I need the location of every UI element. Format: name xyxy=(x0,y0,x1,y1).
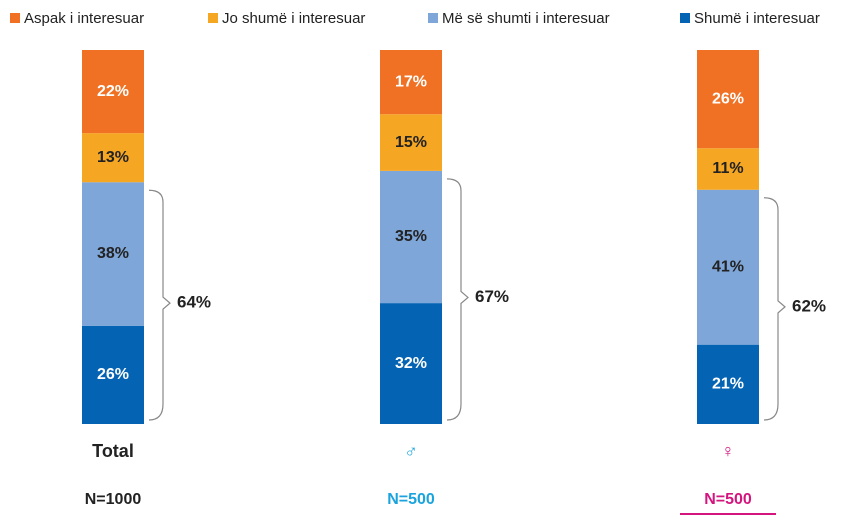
sample-size: N=500 xyxy=(704,491,752,508)
value-label: 15% xyxy=(395,134,427,151)
sample-size: N=500 xyxy=(387,491,435,508)
bar-segment xyxy=(380,50,442,115)
bar-segment xyxy=(380,170,442,304)
legend-swatch xyxy=(680,13,690,23)
category-label: Total xyxy=(92,441,134,461)
bar-segment xyxy=(697,148,759,190)
bracket xyxy=(763,197,786,421)
value-label: 41% xyxy=(712,258,744,275)
bracket xyxy=(148,189,171,421)
bar-segment xyxy=(697,189,759,345)
value-label: 35% xyxy=(395,228,427,245)
value-label: 32% xyxy=(395,355,427,372)
legend-label: Shumë i interesuar xyxy=(694,10,820,27)
category-label: ♀ xyxy=(721,441,735,461)
legend-label: Aspak i interesuar xyxy=(24,10,144,27)
value-label: 13% xyxy=(97,149,129,166)
bar-segment xyxy=(82,133,144,183)
bar-segment xyxy=(697,344,759,424)
bar-segment xyxy=(380,114,442,171)
sample-size: N=1000 xyxy=(85,491,142,508)
legend-label: Më së shumti i interesuar xyxy=(442,10,610,27)
legend-swatch xyxy=(428,13,438,23)
bracket-label: 67% xyxy=(475,287,509,306)
value-label: 26% xyxy=(97,366,129,383)
bar-segment xyxy=(82,182,144,326)
value-label: 17% xyxy=(395,73,427,90)
category-label: ♂ xyxy=(404,441,418,461)
bar-segment xyxy=(380,303,442,424)
value-label: 38% xyxy=(97,245,129,262)
bracket xyxy=(446,178,469,421)
legend-swatch xyxy=(208,13,218,23)
bar-segment xyxy=(82,325,144,424)
bar-segment xyxy=(82,50,144,134)
value-label: 21% xyxy=(712,376,744,393)
legend-swatch xyxy=(10,13,20,23)
legend-label: Jo shumë i interesuar xyxy=(222,10,365,27)
value-label: 11% xyxy=(712,160,743,177)
bar-segment xyxy=(697,50,759,149)
bracket-label: 64% xyxy=(177,293,211,312)
value-label: 22% xyxy=(97,83,129,100)
bracket-label: 62% xyxy=(792,296,826,315)
value-label: 26% xyxy=(712,90,744,107)
